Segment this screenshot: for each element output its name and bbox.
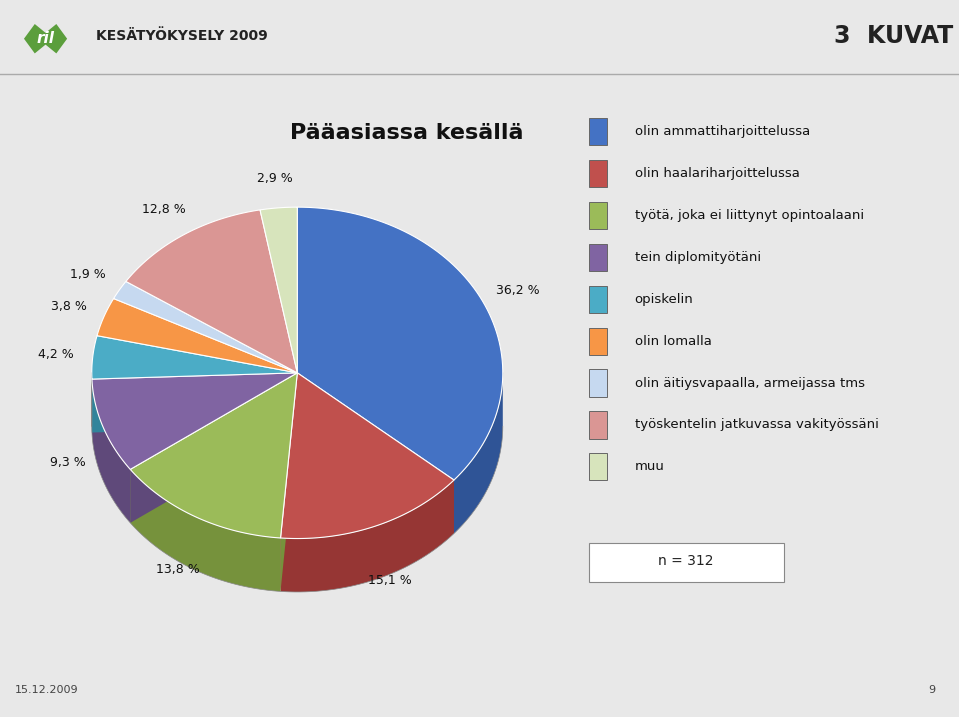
Text: 3  KUVAT: 3 KUVAT: [834, 24, 953, 48]
Polygon shape: [130, 373, 297, 523]
Text: olin ammattiharjoittelussa: olin ammattiharjoittelussa: [635, 125, 810, 138]
Bar: [589, 244, 607, 271]
Polygon shape: [92, 373, 297, 432]
Text: työtä, joka ei liittynyt opintoalaani: työtä, joka ei liittynyt opintoalaani: [635, 209, 864, 222]
Polygon shape: [130, 373, 297, 523]
Polygon shape: [92, 336, 297, 379]
Text: olin äitiysvapaalla, armeijassa tms: olin äitiysvapaalla, armeijassa tms: [635, 376, 865, 389]
Text: 2,9 %: 2,9 %: [257, 171, 293, 185]
Text: olin haalariharjoittelussa: olin haalariharjoittelussa: [635, 167, 800, 180]
Text: n = 312: n = 312: [659, 554, 713, 568]
Polygon shape: [113, 282, 297, 373]
Bar: [589, 543, 784, 582]
Polygon shape: [297, 207, 503, 480]
Text: 12,8 %: 12,8 %: [142, 203, 185, 217]
Polygon shape: [130, 373, 297, 538]
Text: 3,8 %: 3,8 %: [51, 300, 87, 313]
Polygon shape: [297, 373, 454, 533]
Polygon shape: [92, 379, 130, 523]
Text: työskentelin jatkuvassa vakityössäni: työskentelin jatkuvassa vakityössäni: [635, 419, 878, 432]
Text: 15,1 %: 15,1 %: [368, 574, 412, 587]
Polygon shape: [281, 480, 454, 592]
Text: 36,2 %: 36,2 %: [496, 284, 539, 298]
Text: ril: ril: [36, 32, 55, 46]
Polygon shape: [281, 373, 454, 538]
Polygon shape: [24, 24, 67, 54]
Text: opiskelin: opiskelin: [635, 293, 693, 305]
Polygon shape: [281, 373, 297, 592]
Polygon shape: [126, 210, 297, 373]
Text: 15.12.2009: 15.12.2009: [14, 685, 78, 695]
Text: Pääasiassa kesällä: Pääasiassa kesällä: [290, 123, 524, 143]
Bar: [589, 412, 607, 439]
Bar: [589, 160, 607, 187]
Polygon shape: [92, 373, 297, 432]
Polygon shape: [281, 373, 297, 592]
Text: 9: 9: [928, 685, 935, 695]
Bar: [589, 369, 607, 397]
Text: 4,2 %: 4,2 %: [38, 348, 74, 361]
Bar: [589, 285, 607, 313]
Polygon shape: [260, 207, 297, 373]
Polygon shape: [454, 373, 503, 533]
Text: 13,8 %: 13,8 %: [156, 563, 199, 576]
Text: KESÄTYÖKYSELY 2009: KESÄTYÖKYSELY 2009: [96, 29, 268, 43]
Bar: [589, 453, 607, 480]
Text: 9,3 %: 9,3 %: [50, 457, 85, 470]
Text: tein diplomityötäni: tein diplomityötäni: [635, 251, 760, 264]
Polygon shape: [92, 373, 297, 470]
Text: olin lomalla: olin lomalla: [635, 335, 712, 348]
Polygon shape: [97, 298, 297, 373]
Bar: [589, 202, 607, 229]
Text: muu: muu: [635, 460, 665, 473]
Bar: [589, 118, 607, 146]
Polygon shape: [130, 470, 281, 592]
Polygon shape: [297, 373, 454, 533]
Text: 1,9 %: 1,9 %: [70, 268, 105, 281]
Bar: [589, 328, 607, 355]
